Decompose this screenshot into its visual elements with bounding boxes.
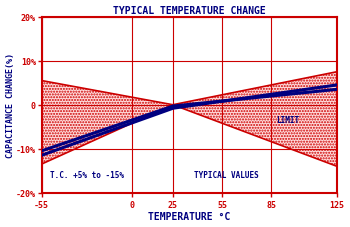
Text: T.C. +5% to -15%: T.C. +5% to -15% xyxy=(50,170,124,180)
Y-axis label: CAPACITANCE CHANGE(%): CAPACITANCE CHANGE(%) xyxy=(6,53,15,158)
X-axis label: TEMPERATURE °C: TEMPERATURE °C xyxy=(148,212,230,222)
Title: TYPICAL TEMPERATURE CHANGE: TYPICAL TEMPERATURE CHANGE xyxy=(113,5,266,15)
Text: LIMIT: LIMIT xyxy=(276,116,299,125)
Text: TYPICAL VALUES: TYPICAL VALUES xyxy=(194,170,259,180)
